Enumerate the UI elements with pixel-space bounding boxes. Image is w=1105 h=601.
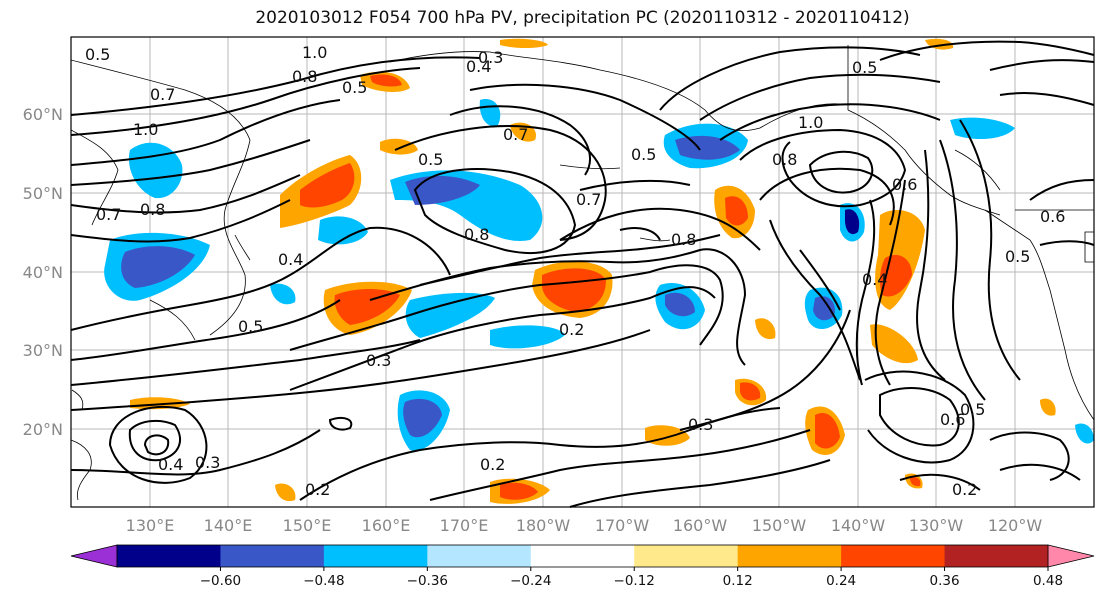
lon-tick-label: 160°W [673, 516, 728, 535]
lon-tick-label: 150°E [283, 516, 332, 535]
contour-label: 0.8 [464, 225, 489, 244]
contour-label: 1.0 [798, 113, 823, 132]
contour-label: 0.6 [940, 410, 965, 429]
colorbar-segment [323, 545, 428, 567]
colorbar-tick-label: 0.12 [723, 573, 753, 589]
colorbar-segment [117, 545, 221, 567]
contour-label: 0.8 [140, 200, 165, 219]
contour-label: 0.2 [952, 480, 977, 499]
map-title: 2020103012 F054 700 hPa PV, precipitatio… [255, 8, 910, 28]
contour-label: 0.7 [96, 205, 121, 224]
colorbar-right-extension [1047, 544, 1095, 568]
contour-label: 0.7 [503, 125, 528, 144]
contour-label: 0.7 [150, 85, 175, 104]
colorbar-outline [116, 544, 1049, 568]
colorbar-segment [737, 545, 842, 567]
colorbar-segment [944, 545, 1049, 567]
contour-label: 0.4 [862, 270, 887, 289]
lon-tick-label: 160°E [362, 516, 411, 535]
contour-label: 0.4 [158, 455, 183, 474]
colorbar-segment [530, 545, 635, 567]
lon-tick-label: 170°E [440, 516, 489, 535]
contour-label: 0.6 [892, 175, 917, 194]
contour-label: 0.6 [1040, 207, 1065, 226]
colorbar-tick-label: −0.12 [614, 573, 655, 589]
contour-label: 0.5 [631, 145, 656, 164]
pv-contours [70, 40, 1095, 508]
contour-label: 0.3 [478, 48, 503, 67]
colorbar-tick-label: −0.60 [200, 573, 241, 589]
contour-label: 0.5 [85, 45, 110, 64]
colorbar-tick-label: 0.24 [826, 573, 856, 589]
contour-label: 0.2 [305, 480, 330, 499]
contour-label: 0.3 [195, 453, 220, 472]
contour-label: 0.3 [688, 415, 713, 434]
contour-label: 0.2 [480, 455, 505, 474]
colorbar-tick-label: −0.36 [407, 573, 448, 589]
lon-tick-label: 130°E [126, 516, 175, 535]
lat-tick-label: 40°N [23, 263, 63, 282]
map-frame [70, 36, 1095, 508]
colorbar-left-extension [70, 544, 118, 568]
lon-tick-label: 170°W [595, 516, 650, 535]
contour-label: 0.8 [292, 67, 317, 86]
lon-tick-label: 120°W [988, 516, 1043, 535]
contour-label: 0.5 [1005, 247, 1030, 266]
colorbar-tick-label: −0.48 [303, 573, 344, 589]
colorbar-segment [841, 545, 946, 567]
contour-label: 0.8 [671, 230, 696, 249]
colorbar-tick-label: 0.48 [1033, 573, 1063, 589]
lat-tick-label: 30°N [23, 341, 63, 360]
contour-label: 0.8 [772, 150, 797, 169]
contour-label: 0.7 [576, 190, 601, 209]
lon-tick-label: 150°W [752, 516, 807, 535]
contour-label: 0.5 [342, 78, 367, 97]
lon-tick-label: 130°W [909, 516, 964, 535]
contour-label: 0.5 [238, 317, 263, 336]
longitude-axis: 130°E 140°E 150°E 160°E 170°E 180°W 170°… [126, 516, 1043, 535]
lat-tick-label: 60°N [23, 105, 63, 124]
colorbar-tick-label: −0.24 [510, 573, 551, 589]
colorbar: −0.60 −0.48 −0.36 −0.24 −0.12 0.12 0.24 0.36 0.4… [70, 544, 1095, 589]
colorbar-segment [427, 545, 532, 567]
lon-tick-label: 140°W [831, 516, 886, 535]
lat-tick-label: 20°N [23, 420, 63, 439]
contour-label: 0.4 [278, 250, 303, 269]
colorbar-segment [634, 545, 739, 567]
contour-label: 0.5 [852, 58, 877, 77]
precip-fill [104, 38, 1094, 504]
contour-labels: 1.0 0.8 0.5 0.3 0.4 0.5 0.7 1.0 0.5 0.7 … [85, 43, 1065, 499]
lon-tick-label: 180°W [516, 516, 571, 535]
lat-tick-label: 50°N [23, 184, 63, 203]
contour-label: 0.5 [960, 400, 985, 419]
contour-label: 0.5 [418, 150, 443, 169]
colorbar-tick-label: 0.36 [930, 573, 960, 589]
contour-label: 1.0 [133, 120, 158, 139]
contour-label: 1.0 [302, 43, 327, 62]
contour-label: 0.3 [366, 351, 391, 370]
contour-label: 0.2 [559, 320, 584, 339]
colorbar-segment [220, 545, 325, 567]
contour-label: 0.4 [466, 57, 491, 76]
lon-tick-label: 140°E [204, 516, 253, 535]
latitude-axis: 60°N 50°N 40°N 30°N 20°N [23, 105, 63, 439]
